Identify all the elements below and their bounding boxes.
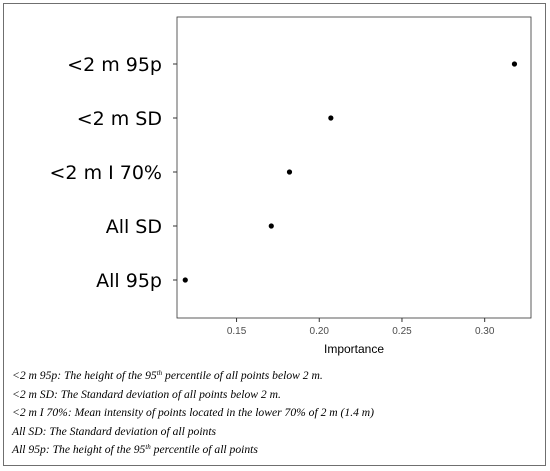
caption-line: <2 m I 70%: Mean intensity of points loc… bbox=[12, 406, 375, 420]
y-tick-label: <2 m SD bbox=[77, 108, 162, 130]
plot-panel bbox=[176, 16, 532, 319]
y-axis-labels: <2 m 95p <2 m SD <2 m I 70% All SD All 95p bbox=[50, 54, 177, 292]
panel-border bbox=[176, 16, 532, 319]
importance-chart: <2 m 95p <2 m SD <2 m I 70% All SD All 95p 0… bbox=[50, 16, 532, 356]
data-points bbox=[182, 61, 518, 283]
caption-line: All 95p: The height of the 95th percenti… bbox=[12, 443, 258, 457]
data-point bbox=[286, 169, 293, 175]
caption-line: <2 m SD: The Standard deviation of all p… bbox=[12, 387, 281, 401]
caption-line: All SD: The Standard deviation of all po… bbox=[12, 424, 217, 438]
x-tick-label: 0.20 bbox=[310, 326, 330, 337]
x-tick-label: 0.15 bbox=[227, 326, 247, 337]
data-point bbox=[511, 61, 518, 67]
data-point bbox=[268, 223, 274, 229]
x-tick-label: 0.25 bbox=[392, 326, 412, 337]
caption: <2 m 95p: The height of the 95th percent… bbox=[12, 367, 542, 460]
y-tick-label: All 95p bbox=[96, 270, 162, 292]
data-point bbox=[328, 115, 334, 121]
caption-line: <2 m 95p: The height of the 95th percent… bbox=[12, 369, 323, 382]
y-tick-label: <2 m 95p bbox=[67, 54, 162, 76]
x-axis-title: Importance bbox=[324, 342, 384, 356]
x-axis-ticks: 0.15 0.20 0.25 0.30 bbox=[227, 318, 495, 337]
figure-frame: <2 m 95p <2 m SD <2 m I 70% All SD All 95p 0… bbox=[3, 3, 546, 466]
y-tick-label: All SD bbox=[106, 216, 162, 238]
y-tick-label: <2 m I 70% bbox=[50, 162, 162, 184]
data-point bbox=[182, 277, 188, 283]
x-tick-label: 0.30 bbox=[475, 326, 495, 337]
